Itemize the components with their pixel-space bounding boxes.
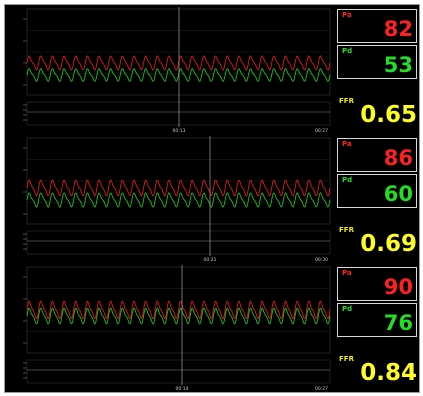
pa-value: 82 (383, 17, 413, 41)
ratio-strip-frame (26, 230, 331, 255)
ffr-label: FFR (339, 226, 354, 234)
panel-2: 00:21 00:30 Pa 86 Pd 60 FFR 0.69 (5, 134, 419, 263)
marker-time-label: 00:13 (173, 128, 186, 134)
pd-label: Pd (342, 305, 353, 313)
pd-value: 76 (383, 311, 413, 335)
pd-value: 60 (383, 182, 413, 206)
pressure-waveform-plot: 00:21 00:30 (23, 136, 331, 263)
pd-readout-box: Pd 60 (337, 174, 417, 208)
pressure-monitor-screen: 00:13 00:27 Pa 82 Pd 53 FFR 0.65 00:21 00:… (4, 4, 420, 393)
pd-readout-box: Pd 53 (337, 45, 417, 79)
pa-readout-box: Pa 90 (337, 267, 417, 301)
pd-waveform (26, 68, 331, 82)
panel-3: 00:14 00:27 Pa 90 Pd 76 FFR 0.84 (5, 263, 419, 392)
end-time-label: 00:27 (315, 386, 328, 392)
pd-label: Pd (342, 47, 353, 55)
pa-value: 86 (383, 146, 413, 170)
pd-readout-box: Pd 76 (337, 303, 417, 337)
marker-time-label: 00:14 (176, 386, 189, 392)
pa-label: Pa (342, 269, 352, 277)
ratio-strip-frame (26, 359, 331, 384)
readout-column: Pa 86 Pd 60 FFR 0.69 (335, 134, 419, 263)
pa-readout-box: Pa 86 (337, 138, 417, 172)
pa-value: 90 (383, 275, 413, 299)
end-time-label: 00:30 (315, 257, 328, 263)
ffr-label: FFR (339, 97, 354, 105)
pa-label: Pa (342, 140, 352, 148)
end-time-label: 00:27 (315, 128, 328, 134)
ffr-value: 0.65 (360, 102, 417, 128)
pa-waveform (26, 300, 331, 320)
ffr-value: 0.84 (360, 360, 417, 386)
pa-waveform (26, 55, 331, 71)
pa-readout-box: Pa 82 (337, 9, 417, 43)
pd-value: 53 (383, 53, 413, 77)
panel-1: 00:13 00:27 Pa 82 Pd 53 FFR 0.65 (5, 5, 419, 134)
pa-label: Pa (342, 11, 352, 19)
pa-waveform (26, 179, 331, 197)
readout-column: Pa 82 Pd 53 FFR 0.65 (335, 5, 419, 134)
readout-column: Pa 90 Pd 76 FFR 0.84 (335, 263, 419, 392)
pressure-waveform-plot: 00:13 00:27 (23, 7, 331, 134)
pressure-waveform-plot: 00:14 00:27 (23, 265, 331, 392)
pd-waveform (26, 192, 331, 208)
ffr-label: FFR (339, 355, 354, 363)
marker-time-label: 00:21 (204, 257, 217, 263)
ffr-value: 0.69 (360, 231, 417, 257)
pd-label: Pd (342, 176, 353, 184)
ratio-strip-frame (26, 101, 331, 126)
pd-waveform (26, 307, 331, 325)
